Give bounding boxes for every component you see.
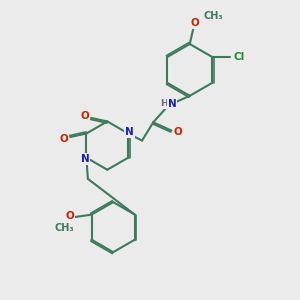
Text: O: O — [66, 212, 74, 221]
Text: O: O — [59, 134, 68, 144]
Text: N: N — [125, 127, 134, 137]
Text: O: O — [190, 18, 199, 28]
Text: N: N — [80, 154, 89, 164]
Text: O: O — [80, 110, 89, 121]
Text: N: N — [168, 99, 176, 109]
Text: CH₃: CH₃ — [54, 223, 74, 233]
Text: H: H — [160, 99, 168, 108]
Text: CH₃: CH₃ — [204, 11, 223, 21]
Text: O: O — [174, 127, 182, 137]
Text: Cl: Cl — [234, 52, 245, 62]
